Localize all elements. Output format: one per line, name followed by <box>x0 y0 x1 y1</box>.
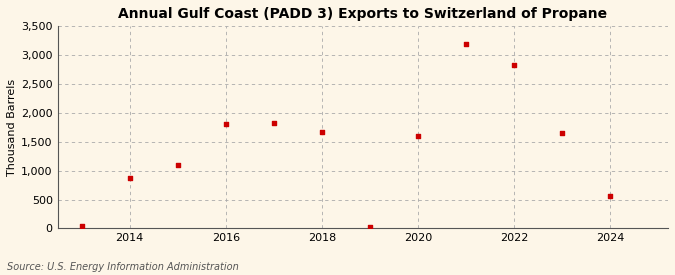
Point <box>269 121 279 125</box>
Point <box>605 194 616 198</box>
Point <box>172 163 183 167</box>
Y-axis label: Thousand Barrels: Thousand Barrels <box>7 79 17 176</box>
Point <box>461 42 472 46</box>
Point <box>124 176 135 180</box>
Point <box>221 122 232 127</box>
Title: Annual Gulf Coast (PADD 3) Exports to Switzerland of Propane: Annual Gulf Coast (PADD 3) Exports to Sw… <box>118 7 608 21</box>
Point <box>509 63 520 67</box>
Point <box>364 224 375 229</box>
Point <box>317 130 327 134</box>
Point <box>412 134 423 138</box>
Point <box>76 223 87 228</box>
Point <box>557 131 568 135</box>
Text: Source: U.S. Energy Information Administration: Source: U.S. Energy Information Administ… <box>7 262 238 272</box>
